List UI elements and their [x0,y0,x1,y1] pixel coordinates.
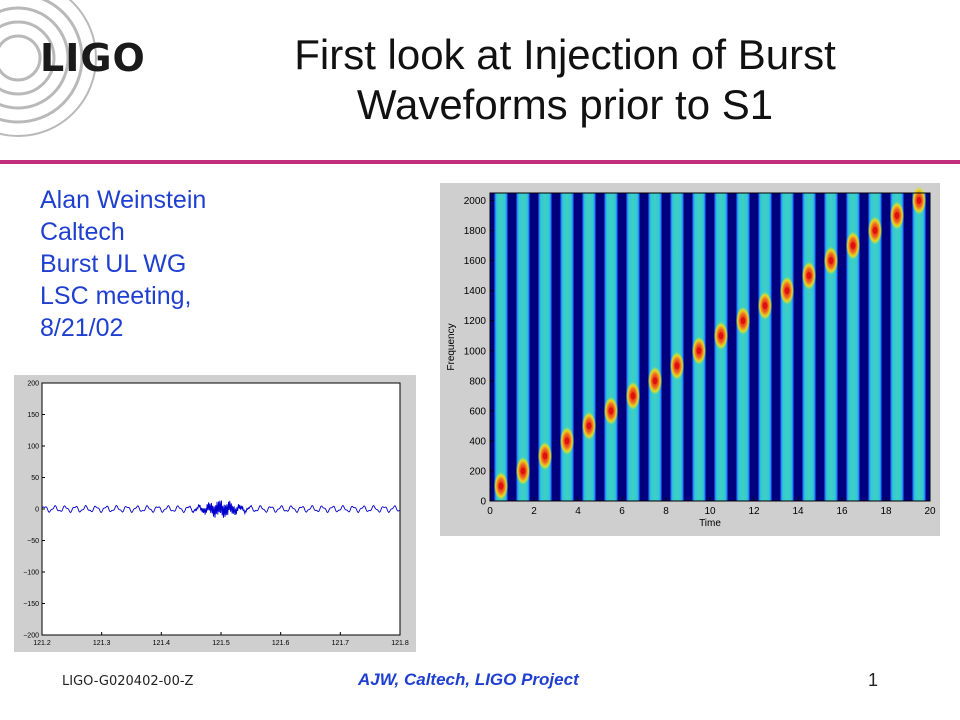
spectrogram-band [758,193,772,501]
slide-title: First look at Injection of Burst Wavefor… [215,30,915,130]
y-tick-label: 1000 [464,346,487,357]
y-tick-label: 1200 [464,316,487,327]
y-tick-label: 200 [27,381,39,388]
x-tick-label: 0 [487,506,493,517]
spectrogram-burst-core [718,332,724,340]
author-date: 8/21/02 [40,314,124,342]
spectrogram-burst-core [916,197,922,205]
spectrogram-band [538,193,552,501]
x-tick-label: 12 [748,506,760,517]
spectrogram-burst-core [652,377,658,385]
x-tick-label: 6 [619,506,625,517]
y-tick-label: 1400 [464,286,487,297]
y-tick-label: 150 [27,412,39,419]
spectrogram-burst-core [894,212,900,220]
x-tick-label: 121.8 [391,640,409,647]
x-tick-label: 121.5 [212,640,230,647]
page-number: 1 [868,670,879,690]
spectrogram-burst-core [762,302,768,310]
y-tick-label: 2000 [464,196,487,207]
spectrogram-burst-core [872,227,878,235]
spectrogram-burst-core [740,317,746,325]
spectrogram-band [780,193,794,501]
spectrogram-chart: 0 2 4 6 8 10 12 14 16 18 2002004006008001000120014… [446,186,936,529]
spectrogram-burst-core [630,392,636,400]
spectrogram-burst-core [564,437,570,445]
x-tick-label: 121.2 [33,640,51,647]
footer-document-id: LIGO-G020402-00-Z [62,674,194,689]
spectrogram-band [494,193,508,501]
x-tick-label: 121.4 [153,640,171,647]
spectrogram-band [582,193,596,501]
spectrogram-burst-core [784,287,790,295]
spectrogram-background [490,193,930,501]
y-tick-label: −200 [23,633,39,640]
x-tick-label: 10 [704,506,716,517]
spectrogram-figure: 0 2 4 6 8 10 12 14 16 18 20 0 200 400 600 800 1000 1200 14… [440,183,940,536]
spectrogram-burst-core [586,422,592,430]
spectrogram-band [802,193,816,501]
x-tick-label: 121.7 [332,640,350,647]
spectrogram-burst-core [696,347,702,355]
x-tick-label: 121.3 [93,640,111,647]
x-tick-label: 14 [792,506,804,517]
y-tick-label: 100 [27,444,39,451]
author-block: Alan Weinstein Caltech Burst UL WG LSC m… [40,184,206,344]
spectrogram-band [824,193,838,501]
spectrogram-band [626,193,640,501]
spectrogram-burst-core [828,257,834,265]
title-divider [0,160,960,164]
x-axis-label: Time [699,518,721,529]
x-tick-label: 121.6 [272,640,290,647]
x-tick-label: 4 [575,506,581,517]
x-tick-label: 16 [836,506,848,517]
author-institution: Caltech [40,218,125,246]
title-line-2: Waveforms prior to S1 [356,81,774,128]
spectrogram-band [516,193,530,501]
y-tick-label: 200 [469,466,486,477]
title-line-1: First look at Injection of Burst [294,31,836,78]
author-name: Alan Weinstein [40,186,207,214]
spectrogram-burst-core [542,452,548,460]
y-tick-label: 600 [469,406,486,417]
spectrogram-band [868,193,882,501]
ligo-logo-text: LIGO [40,36,146,80]
spectrogram-burst-core [520,467,526,475]
waveform-line [41,500,401,518]
y-tick-label: 0 [480,497,486,508]
spectrogram-burst-core [806,272,812,280]
spectrogram-band [670,193,684,501]
y-tick-label: 800 [469,376,486,387]
waveform-figure: 121.2 121.3 121.4 121.5 121.6 121.7 121.8 200 15… [14,375,416,652]
x-tick-label: 18 [880,506,892,517]
x-tick-label: 2 [531,506,537,517]
author-group: Burst UL WG [40,250,187,278]
y-tick-label: −100 [23,570,39,577]
spectrogram-band [604,193,618,501]
y-tick-label: −150 [23,601,39,608]
spectrogram-band [736,193,750,501]
spectrogram-band [846,193,860,501]
spectrogram-band [560,193,574,501]
waveform-chart: 121.2 121.3 121.4 121.5 121.6 121.7 121.8 200 15… [23,381,409,648]
spectrogram-band [890,193,904,501]
spectrogram-burst-core [608,407,614,415]
spectrogram-band [912,193,926,501]
y-tick-label: 1800 [464,226,487,237]
x-tick-label: 20 [924,506,936,517]
spectrogram-band [648,193,662,501]
y-tick-label: 1600 [464,256,487,267]
y-axis-label: Frequency [446,323,457,370]
y-tick-label: 400 [469,436,486,447]
y-tick-label: 0 [35,507,39,514]
spectrogram-burst-core [674,362,680,370]
spectrogram-burst-core [850,242,856,250]
y-tick-label: −50 [27,538,39,545]
footer-credit: AJW, Caltech, LIGO Project [358,670,579,689]
x-tick-label: 8 [663,506,669,517]
spectrogram-burst-core [498,482,504,490]
author-meeting: LSC meeting, [40,282,192,310]
ligo-logo-arcs [0,0,97,137]
y-tick-label: 50 [31,475,39,482]
